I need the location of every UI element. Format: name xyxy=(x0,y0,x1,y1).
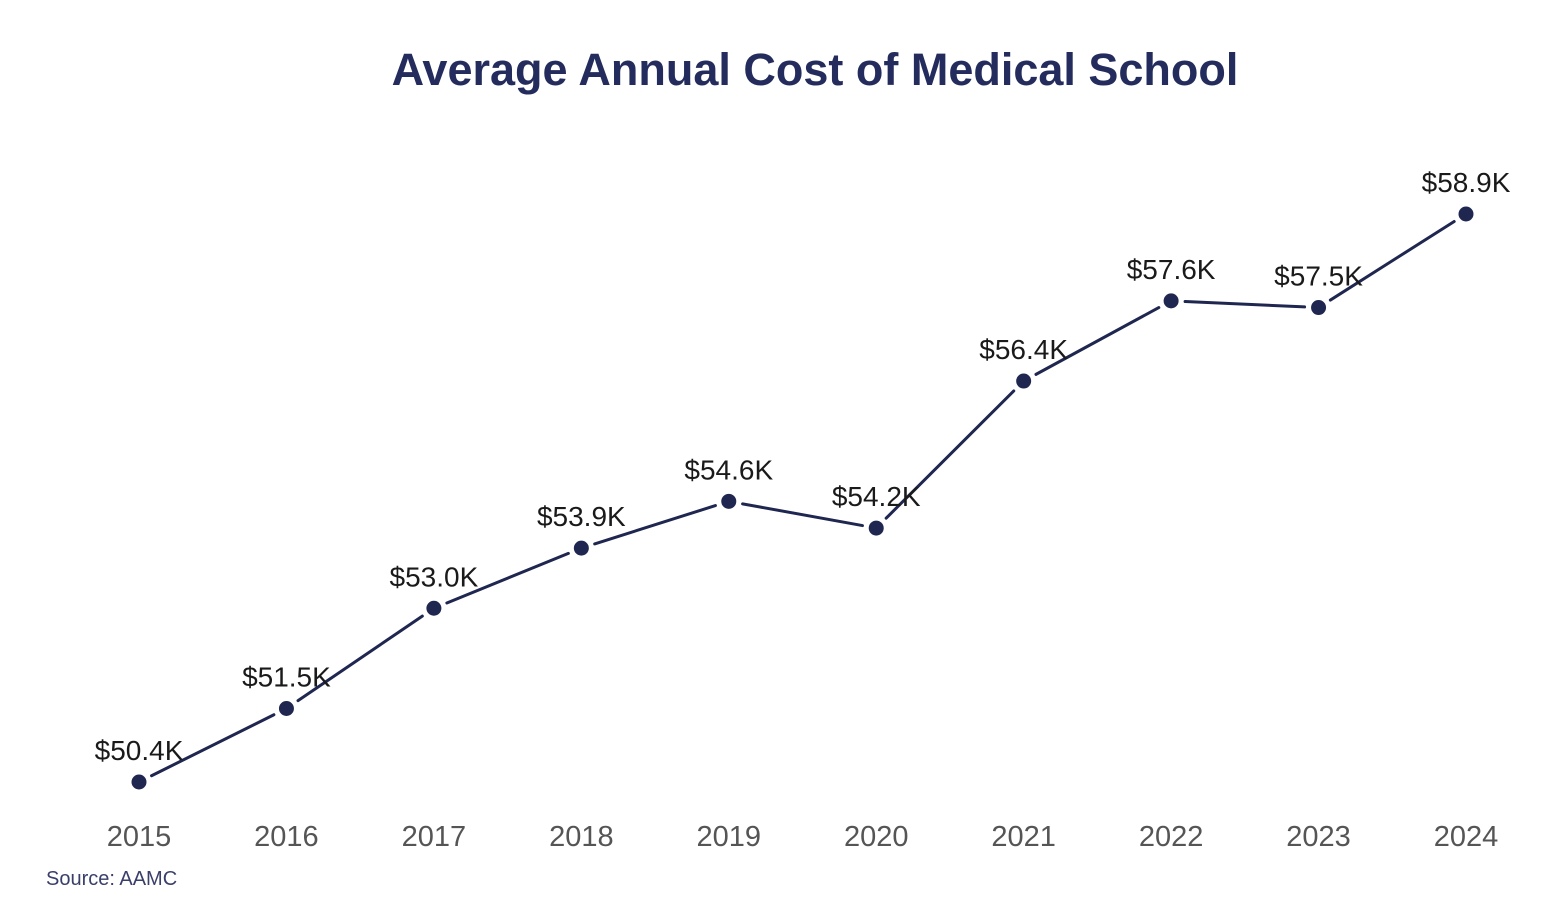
data-point xyxy=(1016,373,1032,389)
x-tick-label: 2016 xyxy=(254,821,319,853)
series-line-segment xyxy=(593,504,717,546)
data-label: $58.9K xyxy=(1422,167,1511,198)
chart-title: Average Annual Cost of Medical School xyxy=(391,44,1239,95)
data-point xyxy=(573,540,589,556)
x-tick-label: 2021 xyxy=(991,821,1056,853)
data-point xyxy=(426,600,442,616)
data-label: $53.9K xyxy=(537,501,626,532)
data-label: $53.0K xyxy=(390,561,479,592)
data-point xyxy=(1458,206,1474,222)
x-tick-label: 2018 xyxy=(549,821,614,853)
series-line-segment xyxy=(150,713,276,778)
x-tick-label: 2023 xyxy=(1286,821,1351,853)
series-line-segment xyxy=(296,614,424,703)
data-point xyxy=(868,520,884,536)
data-point xyxy=(131,774,147,790)
series-line-segment xyxy=(1183,300,1307,309)
data-point xyxy=(721,493,737,509)
series-line-segment xyxy=(741,502,864,528)
x-tick-label: 2024 xyxy=(1434,821,1499,853)
data-label: $54.6K xyxy=(684,454,773,485)
x-tick-label: 2015 xyxy=(107,821,172,853)
data-labels-group: $50.4K $51.5K $53.0K $53.9K $54.6K $54.2K $56.… xyxy=(95,167,1511,766)
x-tick-label: 2020 xyxy=(844,821,909,853)
series-line-segment xyxy=(445,551,570,605)
x-tick-label: 2017 xyxy=(402,821,467,853)
data-label: $51.5K xyxy=(242,661,331,692)
data-point xyxy=(1163,293,1179,309)
data-label: $50.4K xyxy=(95,735,184,766)
source-note: Source: AAMC xyxy=(46,868,178,890)
data-label: $54.2K xyxy=(832,481,921,512)
series-line-segment xyxy=(1328,220,1456,302)
data-point xyxy=(1311,300,1327,316)
x-tick-label: 2019 xyxy=(697,821,762,853)
data-label: $56.4K xyxy=(979,334,1068,365)
data-points-group xyxy=(131,206,1474,790)
series-line-segment xyxy=(1034,306,1161,376)
x-axis-ticks: 2015 2016 2017 2018 2019 2020 2021 2022 2023 2024 xyxy=(107,821,1499,853)
x-tick-label: 2022 xyxy=(1139,821,1204,853)
series-line-segment xyxy=(884,389,1016,520)
data-label: $57.5K xyxy=(1274,261,1363,292)
data-point xyxy=(278,700,294,716)
data-label: $57.6K xyxy=(1127,254,1216,285)
series-line-group xyxy=(150,220,1456,778)
